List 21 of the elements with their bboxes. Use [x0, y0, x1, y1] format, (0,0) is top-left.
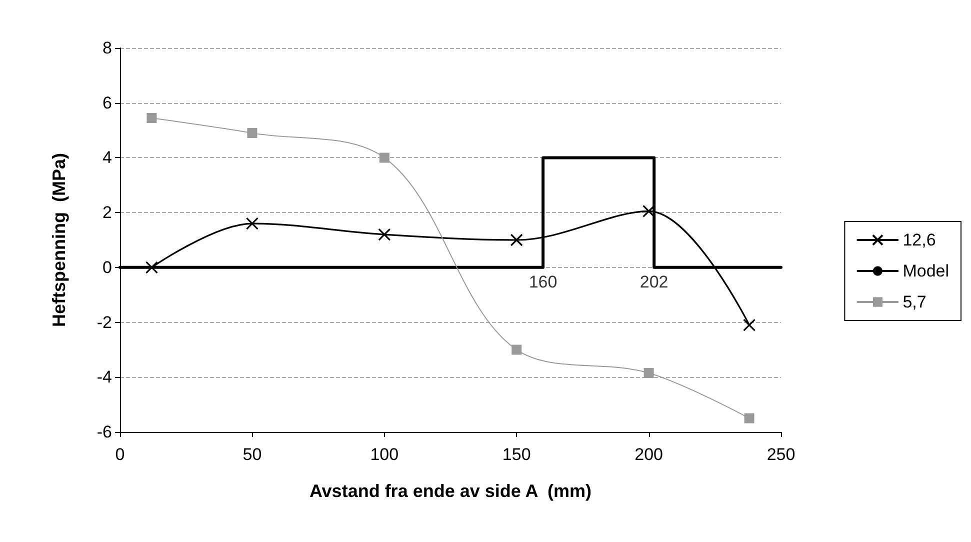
legend-label: 12,6	[902, 230, 936, 250]
x-tick-label: 150	[502, 445, 531, 464]
legend-label: Model	[902, 262, 950, 280]
annotation: 202	[640, 272, 668, 292]
x-tick-label: 200	[634, 445, 663, 464]
y-axis-title: Heftspenning (MPa)	[49, 152, 69, 327]
x-tick-label: 0	[115, 445, 125, 464]
y-tick-label: 4	[102, 148, 112, 168]
y-tick-label: -2	[96, 312, 112, 332]
y-tick-label: -6	[96, 422, 112, 442]
x-axis-title: Avstand fra ende av side A (mm)	[309, 481, 592, 501]
legend-label: 5,7	[902, 292, 926, 312]
annotation: 160	[528, 272, 558, 292]
y-tick-label: 2	[102, 203, 112, 222]
y-tick-label: 8	[102, 38, 112, 58]
x-tick-label: 50	[242, 445, 262, 464]
y-tick-label: 0	[102, 258, 112, 277]
x-tick-label: 100	[370, 445, 399, 464]
y-tick-label: -4	[96, 368, 112, 387]
y-tick-label: 6	[102, 93, 112, 112]
x-tick-label: 250	[766, 445, 796, 464]
